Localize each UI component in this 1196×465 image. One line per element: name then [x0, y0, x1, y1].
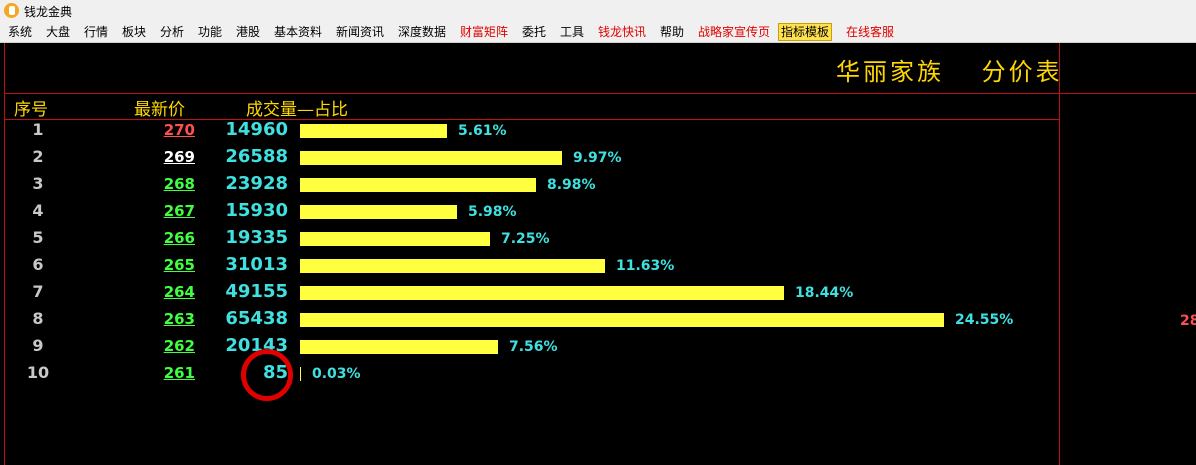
table-row[interactable]: 1 270 14960 5.61% [0, 118, 1059, 145]
row-percent: 9.97% [573, 150, 622, 166]
table-row[interactable]: 2 269 26588 9.97% [0, 145, 1059, 172]
table-row[interactable]: 9 262 20143 7.56% [0, 334, 1059, 361]
row-volume: 14960 [225, 119, 288, 140]
row-index: 1 [32, 120, 44, 139]
app-title: 钱龙金典 [24, 5, 73, 19]
table-row[interactable]: 6 265 31013 11.63% [0, 253, 1059, 280]
menu-bar: 系统 大盘 行情 板块 分析 功能 港股 基本资料 新闻资讯 深度数据 财富矩阵 委托 工具 钱龙快讯 帮助… [0, 22, 1196, 43]
row-percent: 7.56% [509, 339, 558, 355]
menu-item-12[interactable]: 工具 [560, 25, 585, 39]
row-index: 4 [32, 201, 44, 220]
menu-item-0[interactable]: 系统 [8, 25, 33, 39]
menu-item-17[interactable]: 在线客服 [846, 25, 895, 39]
column-header-price: 最新价 [134, 100, 185, 120]
menu-item-10[interactable]: 财富矩阵 [460, 25, 509, 39]
row-volume: 15930 [225, 200, 288, 221]
volume-bar [300, 259, 605, 273]
row-price: 269 [163, 148, 195, 166]
row-index: 7 [32, 282, 44, 301]
menu-item-11[interactable]: 委托 [522, 25, 547, 39]
menu-item-16[interactable]: 指标模板 [778, 23, 833, 41]
row-percent: 5.61% [458, 123, 507, 139]
row-price: 268 [163, 175, 195, 193]
row-price: 264 [163, 283, 195, 301]
row-percent: 8.98% [547, 177, 596, 193]
table-row[interactable]: 10 261 85 0.03% [0, 361, 1059, 388]
row-percent: 18.44% [795, 285, 854, 301]
row-percent: 0.03% [312, 366, 361, 382]
column-header-divider [4, 119, 1059, 120]
volume-bar [300, 340, 498, 354]
menu-item-6[interactable]: 港股 [236, 25, 261, 39]
row-index: 5 [32, 228, 44, 247]
row-price: 265 [163, 256, 195, 274]
column-header-volume: 成交量—占比 [246, 100, 348, 120]
menu-item-1[interactable]: 大盘 [46, 25, 71, 39]
row-index: 10 [26, 363, 50, 382]
row-percent: 24.55% [955, 312, 1014, 328]
price-distribution-panel [0, 43, 1196, 465]
row-price: 261 [163, 364, 195, 382]
highlight-circle [241, 349, 293, 401]
row-volume: 19335 [225, 227, 288, 248]
row-price: 267 [163, 202, 195, 220]
volume-bar [300, 124, 447, 138]
volume-bar [300, 232, 490, 246]
row-volume: 49155 [225, 281, 288, 302]
menu-item-7[interactable]: 基本资料 [274, 25, 323, 39]
volume-bar [300, 367, 301, 381]
menu-item-15[interactable]: 战略家宣传页 [698, 25, 771, 39]
row-price: 262 [163, 337, 195, 355]
row-percent: 7.25% [501, 231, 550, 247]
row-price: 266 [163, 229, 195, 247]
row-index: 6 [32, 255, 44, 274]
menu-item-8[interactable]: 新闻资讯 [336, 25, 385, 39]
menu-item-3[interactable]: 板块 [122, 25, 147, 39]
left-divider [4, 43, 5, 465]
row-volume: 26588 [225, 146, 288, 167]
row-price: 263 [163, 310, 195, 328]
volume-bar [300, 151, 562, 165]
table-row[interactable]: 4 267 15930 5.98% [0, 199, 1059, 226]
right-edge-value: 28 [1180, 313, 1196, 329]
row-percent: 5.98% [468, 204, 517, 220]
table-row[interactable]: 8 263 65438 24.55% [0, 307, 1059, 334]
right-divider [1059, 43, 1060, 465]
title-bar: 钱龙金典 [0, 0, 1196, 22]
column-header-index: 序号 [14, 100, 48, 120]
volume-bar [300, 178, 536, 192]
volume-bar [300, 286, 784, 300]
menu-item-13[interactable]: 钱龙快讯 [598, 25, 647, 39]
volume-bar [300, 205, 457, 219]
menu-item-14[interactable]: 帮助 [660, 25, 685, 39]
table-row[interactable]: 5 266 19335 7.25% [0, 226, 1059, 253]
menu-item-4[interactable]: 分析 [160, 25, 185, 39]
row-percent: 11.63% [616, 258, 675, 274]
menu-item-5[interactable]: 功能 [198, 25, 223, 39]
row-volume: 31013 [225, 254, 288, 275]
menu-item-9[interactable]: 深度数据 [398, 25, 447, 39]
table-row[interactable]: 7 264 49155 18.44% [0, 280, 1059, 307]
row-index: 3 [32, 174, 44, 193]
menu-item-2[interactable]: 行情 [84, 25, 109, 39]
app-logo-icon [4, 3, 19, 18]
row-price: 270 [163, 121, 195, 139]
row-index: 8 [32, 309, 44, 328]
row-index: 9 [32, 336, 44, 355]
panel-title: 华丽家族 分价表 [836, 58, 1063, 86]
row-volume: 23928 [225, 173, 288, 194]
header-divider [4, 93, 1196, 94]
volume-bar [300, 313, 944, 327]
table-row[interactable]: 3 268 23928 8.98% [0, 172, 1059, 199]
row-volume: 65438 [225, 308, 288, 329]
row-index: 2 [32, 147, 44, 166]
